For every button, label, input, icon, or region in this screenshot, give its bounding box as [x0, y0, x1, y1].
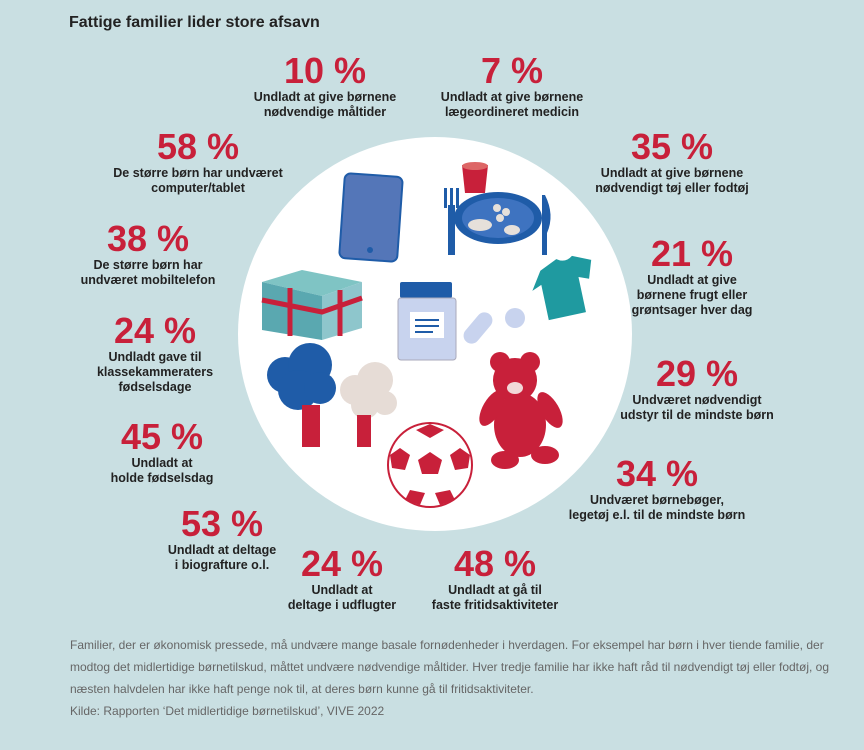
tshirt-icon — [532, 255, 592, 321]
stat-meals: 10 % Undladt at give børnene nødvendige m… — [254, 52, 396, 120]
medicine-jar-icon — [397, 282, 457, 361]
stat-cinema: 53 % Undladt at deltage i biografture o.l… — [168, 505, 276, 573]
stat-activities: 48 % Undladt at gå til faste fritidsaktiv… — [432, 545, 558, 613]
stat-label: Undladt at give børnene nødvendigt tøj e… — [595, 166, 749, 195]
stat-label: Undladt at deltage i udflugter — [287, 583, 397, 612]
page-title: Fattige familier lider store afsavn — [69, 14, 320, 31]
stat-clothes: 35 % Undladt at give børnene nødvendigt t… — [595, 128, 748, 196]
cup-icon — [462, 162, 488, 193]
stat-phone: 38 % De større børn har undværet mobiltel… — [81, 220, 216, 288]
stat-percent: 29 % — [655, 353, 739, 394]
stat-label: Undladt at give børnene nødvendige målti… — [253, 90, 397, 119]
stat-label: Undværet børnebøger, legetøj e.l. til de… — [568, 493, 746, 522]
stat-label: De større børn har undværet mobiltelefon — [80, 258, 216, 287]
stat-label: Undladt at deltage i biografture o.l. — [167, 543, 277, 572]
stat-percent: 34 % — [615, 453, 699, 494]
gift-icon — [261, 270, 363, 340]
stat-label: Undladt at holde fødselsdag — [110, 456, 214, 485]
stat-birthday: 45 % Undladt at holde fødselsdag — [111, 418, 214, 486]
trees-icon — [267, 343, 397, 447]
stat-fruit: 21 % Undladt at give børnene frugt eller … — [632, 235, 753, 318]
plate-icon — [454, 192, 542, 244]
stat-percent: 53 % — [180, 503, 264, 544]
stat-label: Undladt at gå til faste fritidsaktivitet… — [431, 583, 559, 612]
stat-percent: 7 % — [480, 50, 544, 91]
stat-percent: 21 % — [650, 233, 734, 274]
stat-percent: 10 % — [283, 50, 367, 91]
footer-text: Familier, der er økonomisk pressede, må … — [70, 638, 830, 696]
stat-label: De større børn har undværet computer/tab… — [113, 166, 283, 195]
football-icon — [387, 422, 473, 508]
tablet-icon — [338, 172, 404, 263]
stat-percent: 45 % — [120, 416, 204, 457]
stat-label: Undladt gave til klassekammeraters fødse… — [96, 350, 214, 394]
footer-source: Kilde: Rapporten ‘Det midlertidige børne… — [70, 704, 385, 718]
footer: Familier, der er økonomisk pressede, må … — [70, 634, 850, 722]
pills-icon — [463, 308, 525, 344]
stat-books: 34 % Undværet børnebøger, legetøj e.l. ti… — [569, 455, 745, 523]
stat-percent: 24 % — [300, 543, 384, 584]
teddy-bear-icon — [479, 352, 563, 469]
knife-icon — [542, 195, 551, 255]
stat-percent: 58 % — [156, 126, 240, 167]
stat-gift: 24 % Undladt gave til klassekammeraters f… — [97, 312, 213, 395]
fork-icon — [444, 188, 459, 255]
stat-label: Undladt at give børnene frugt eller grøn… — [631, 273, 753, 317]
stat-label: Undladt at give børnene lægeordineret me… — [440, 90, 584, 119]
stat-trips: 24 % Undladt at deltage i udflugter — [288, 545, 396, 613]
stat-computer: 58 % De større børn har undværet computer… — [113, 128, 282, 196]
stat-percent: 48 % — [453, 543, 537, 584]
stat-medicine: 7 % Undladt at give børnene lægeordineret… — [441, 52, 583, 120]
stat-percent: 24 % — [113, 310, 197, 351]
stat-equipment: 29 % Undværet nødvendigt udstyr til de mi… — [620, 355, 774, 423]
stat-percent: 35 % — [630, 126, 714, 167]
stat-label: Undværet nødvendigt udstyr til de mindst… — [620, 393, 774, 422]
stat-percent: 38 % — [106, 218, 190, 259]
